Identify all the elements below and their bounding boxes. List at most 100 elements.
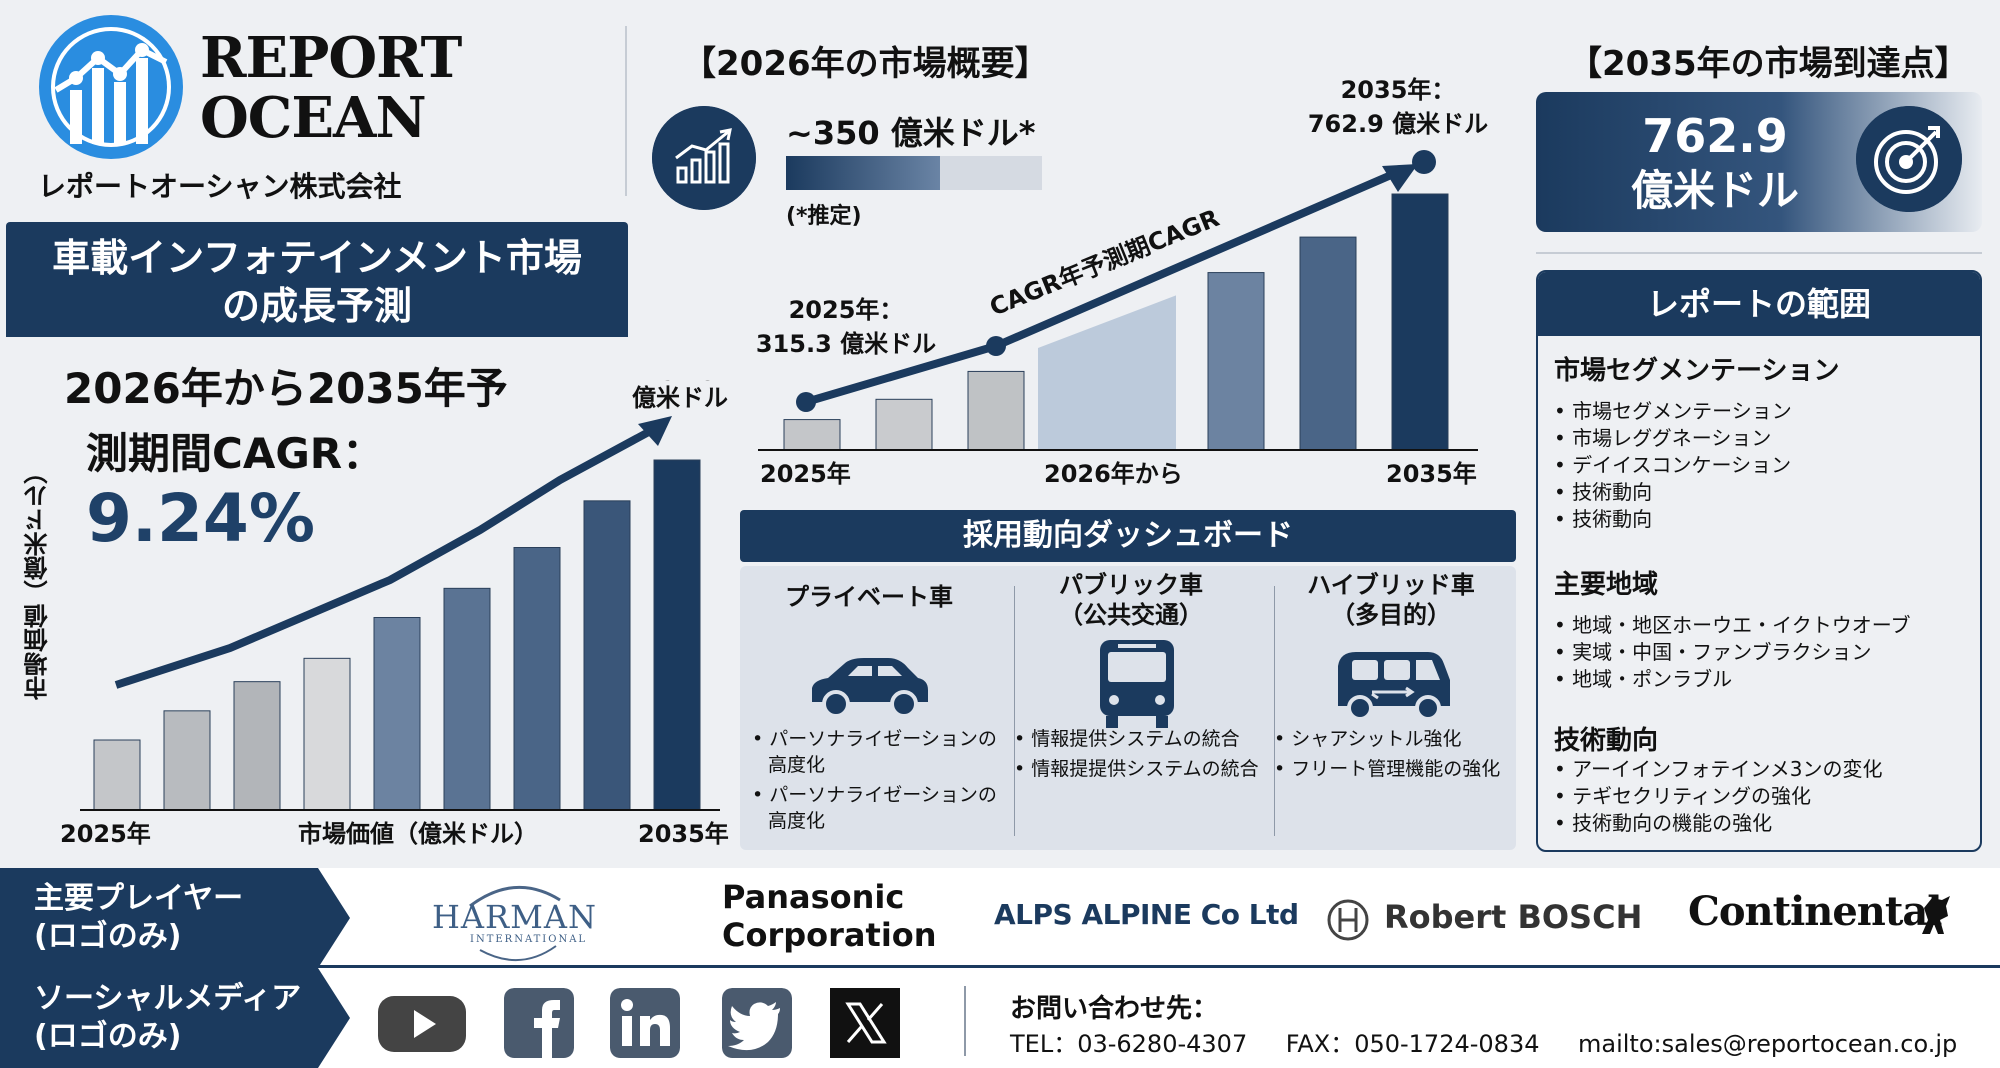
twitter-icon[interactable]: [722, 988, 792, 1058]
cagr-heading-line1: 2026年から2035年予: [64, 364, 508, 413]
scope-section-list: アーイインフォテインメ3ンの変化 テギセクリティングの強化 技術動向の機能の強化: [1554, 756, 1974, 837]
bosch-logo-text: Robert BOSCH: [1384, 898, 1643, 936]
list-item: 技術動向: [1554, 506, 1974, 533]
dashboard-column-private: プライベート車 パーソナライゼーションの高度化 パーソナライゼーションの高度化: [740, 566, 998, 850]
brand-name-line2: OCEAN: [200, 85, 427, 151]
trend-point: [1412, 150, 1436, 174]
scope-section-list: 地域・地区ホーウエ・イクトウオーブ 実域・中国・ファンブラクション 地域・ポンラ…: [1554, 612, 1974, 693]
x-axis-label: 市場価値（億米ドル）: [298, 820, 538, 848]
dashboard-list: 情報提供システムの統合 情報提提供システムの統合: [1014, 726, 1260, 786]
cagr-value: 9.24%: [86, 480, 315, 557]
list-item: デイイスコンケーション: [1554, 452, 1974, 479]
cagr-heading-line2: 測期間CAGR：: [86, 429, 385, 478]
adoption-dashboard: プライベート車 パーソナライゼーションの高度化 パーソナライゼーションの高度化 …: [740, 566, 1516, 850]
report-scope-title: レポートの範囲: [1538, 272, 1980, 336]
adoption-dashboard-title: 採用動向ダッシュボード: [740, 510, 1516, 562]
chart-bar: [513, 547, 561, 811]
estimate-bar-fill: [786, 156, 940, 190]
list-item: 情報提供システムの統合: [1014, 726, 1260, 752]
list-item: 実域・中国・ファンブラクション: [1554, 639, 1974, 666]
list-item: シャアシットル強化: [1274, 726, 1520, 752]
list-item: パーソナライゼーションの高度化: [752, 782, 998, 834]
key-players-label-line1: 主要プレイヤー: [34, 881, 244, 916]
target-icon: [1856, 106, 1962, 212]
market-2035-value: 762.9: [1642, 109, 1788, 163]
bosch-logo-icon: [1327, 899, 1369, 941]
key-players-label-line2: (ロゴのみ): [34, 919, 182, 954]
facebook-icon[interactable]: [504, 988, 574, 1058]
continental-horse-icon: [1922, 896, 1950, 934]
contact-tel: TEL：03-6280-4307: [1010, 1030, 1248, 1058]
key-players-label: 主要プレイヤー (ロゴのみ): [0, 868, 350, 968]
dashboard-column-title: パブリック車: [1059, 571, 1203, 599]
estimate-note: (*推定): [786, 204, 862, 229]
dashboard-divider: [1014, 586, 1015, 836]
contact-heading: お問い合わせ先：: [1010, 994, 1219, 1024]
list-item: 市場レググネーション: [1554, 425, 1974, 452]
x-tick-label: 2025年: [760, 460, 851, 488]
harman-logo-text: HARMAN: [432, 898, 597, 936]
list-item: テギセクリティングの強化: [1554, 783, 1974, 810]
dashboard-column-subtitle: （多目的）: [1331, 601, 1451, 629]
van-icon: [1338, 652, 1450, 721]
scope-section-list: 市場セグメンテーション 市場レググネーション デイイスコンケーション 技術動向 …: [1554, 398, 1974, 533]
contact-fax: FAX：050-1724-0834: [1285, 1030, 1540, 1058]
chart-bar: [653, 459, 701, 811]
chart-bar: [373, 617, 421, 811]
growth-chart-icon: [652, 106, 756, 210]
market-2035-heading: 【2035年の市場到達点】: [1568, 44, 1969, 84]
dashboard-column-public: パブリック車 （公共交通） 情報提供システムの統合 情報提提供システムの統合: [1002, 566, 1260, 850]
left-chart-y-axis-label: 市場価値（億米ドル）: [24, 460, 52, 700]
chart-bar: [163, 710, 211, 811]
dashboard-column-hybrid: ハイブリッド車 （多目的） シャアシットル強化 フリート管理機能の強化: [1262, 566, 1520, 850]
contact-details: TEL：03-6280-4307 FAX：050-1724-0834 mailt…: [1010, 1024, 1957, 1059]
linkedin-icon[interactable]: [610, 988, 680, 1058]
chart-bar: [233, 681, 281, 811]
header-divider: [625, 26, 627, 196]
left-panel-title: 車載インフォテインメント市場 の成長予測: [6, 222, 628, 337]
contact-email-link[interactable]: mailto:sales@reportocean.co.jp: [1578, 1030, 1958, 1058]
trend-point: [796, 392, 816, 412]
list-item: パーソナライゼーションの高度化: [752, 726, 998, 778]
bus-icon: [1100, 640, 1174, 728]
report-ocean-logo-icon: [39, 15, 183, 159]
dashboard-divider: [1274, 586, 1275, 836]
car-icon: [812, 658, 928, 718]
alps-alpine-logo-text: ALPS ALPINE Co Ltd: [994, 898, 1299, 931]
middle-growth-chart: 2025年 2026年から 2035年 2025年： 315.3 億米ドル 2035年： 7…: [756, 76, 1488, 488]
start-annotation: 315.3 億米ドル: [756, 330, 936, 358]
end-annotation: 762.9 億米ドル: [1308, 110, 1488, 138]
list-item: 地域・地区ホーウエ・イクトウオーブ: [1554, 612, 1974, 639]
list-item: アーイインフォテインメ3ンの変化: [1554, 756, 1974, 783]
youtube-icon[interactable]: [378, 988, 466, 1058]
chart-bar: [967, 370, 1025, 451]
dashboard-column-subtitle: （公共交通）: [1059, 601, 1203, 629]
dashboard-column-title: ハイブリッド車: [1307, 571, 1475, 599]
chart-bar: [1299, 236, 1357, 451]
x-tick-label: 2035年: [1386, 460, 1477, 488]
x-tick-label: 2026年から: [1044, 460, 1183, 488]
market-2026-value: ~350 億米ドル*: [786, 114, 1036, 152]
trend-arrowhead: [638, 416, 672, 446]
chart-bar: [443, 587, 491, 811]
chart-bar: [93, 739, 141, 811]
harman-logo-icon: [469, 885, 561, 961]
market-overview-heading: 【2026年の市場概要】: [682, 44, 1049, 84]
social-media-band: ソーシャルメディア (ロゴのみ): [0, 968, 2000, 1068]
market-2035-unit: 億米ドル: [1630, 166, 1799, 215]
chart-bar: [1038, 295, 1176, 450]
list-item: 技術動向: [1554, 479, 1974, 506]
end-annotation: 億米ドル: [632, 384, 728, 412]
end-annotation: 2035年：: [1341, 76, 1456, 104]
end-annotation: 762.9: [642, 380, 718, 386]
scope-section-heading: 主要地域: [1554, 570, 1659, 600]
x-tick-label: 2025年: [60, 820, 151, 848]
chart-bar: [875, 398, 933, 451]
dashboard-list: パーソナライゼーションの高度化 パーソナライゼーションの高度化: [752, 726, 998, 838]
trend-arrow: [114, 424, 658, 689]
scope-section-heading: 技術動向: [1554, 726, 1659, 756]
x-icon[interactable]: [830, 988, 900, 1058]
chart-bar: [303, 657, 351, 811]
right-divider: [1536, 252, 1982, 254]
